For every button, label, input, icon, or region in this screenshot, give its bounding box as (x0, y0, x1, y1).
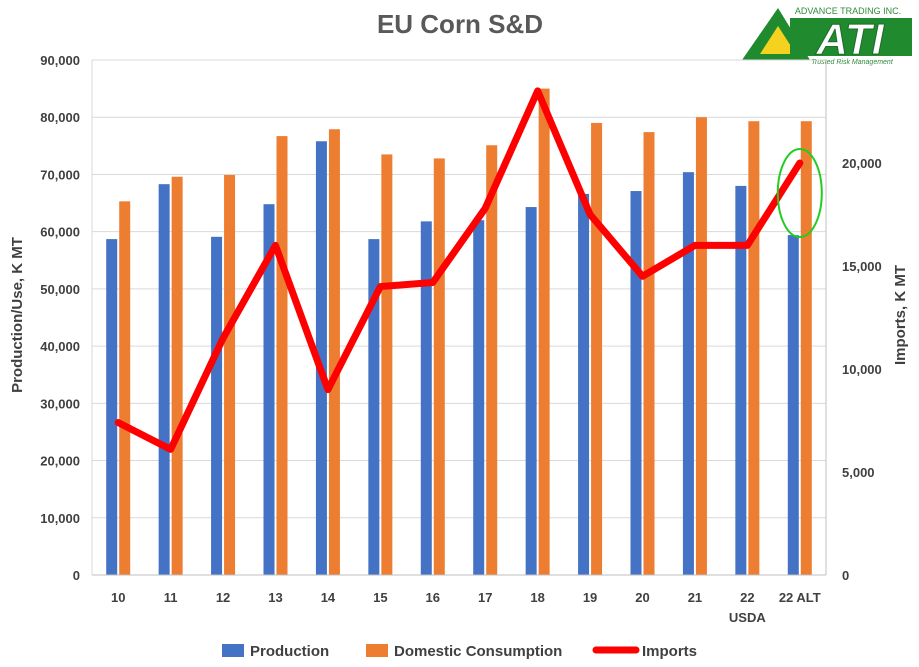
bar-domestic-consumption (538, 88, 550, 575)
bar-domestic-consumption (695, 117, 707, 575)
y-tick-label: 40,000 (40, 339, 80, 354)
bar-domestic-consumption (171, 176, 183, 575)
bar-production (525, 207, 537, 576)
y2-tick-label: 0 (842, 568, 849, 583)
bar-production (106, 239, 118, 575)
logo-inner-triangle (760, 26, 796, 54)
legend-label-domestic-consumption: Domestic Consumption (394, 643, 562, 660)
highlight-circle (776, 148, 823, 239)
x-tick-label: 18 (530, 590, 544, 605)
bar-production (315, 141, 327, 575)
x-tick-label: 17 (478, 590, 492, 605)
logo-company-name: ADVANCE TRADING INC. (795, 6, 901, 16)
x-tick-label: 11 (164, 590, 178, 605)
bar-domestic-consumption (591, 122, 603, 575)
bar-production (211, 236, 223, 576)
imports-line (114, 87, 804, 453)
bar-production (158, 184, 170, 575)
legend: Production Domestic Consumption Imports (222, 643, 697, 660)
x-tick-label: 22 (740, 590, 754, 605)
y-tick-label: 30,000 (40, 396, 80, 411)
y-tick-label: 80,000 (40, 110, 80, 125)
bar-production (263, 204, 275, 575)
y-tick-label: 90,000 (40, 53, 80, 68)
x-tick-label: 20 (635, 590, 649, 605)
gridlines (91, 59, 827, 576)
x-tick-label: 10 (111, 590, 125, 605)
y2-tick-label: 10,000 (842, 362, 882, 377)
bar-domestic-consumption (433, 158, 445, 575)
x-tick-label: 14 (321, 590, 336, 605)
bar-domestic-consumption (119, 201, 131, 576)
y2-tick-label: 15,000 (842, 259, 882, 274)
y-tick-label: 20,000 (40, 454, 80, 469)
x-tick-label: 22 ALT (779, 590, 821, 605)
bar-production (682, 172, 694, 575)
y2-axis-label: Imports, K MT (892, 265, 909, 365)
bar-domestic-consumption (381, 154, 393, 575)
chart-title: EU Corn S&D (377, 9, 543, 39)
bar-production (368, 239, 380, 575)
bar-domestic-consumption (748, 121, 760, 575)
y-axis-label: Production/Use, K MT (9, 237, 26, 393)
bars (106, 88, 812, 576)
axes: 0 10,000 20,000 30,000 40,000 50,000 60,000 70,… (40, 53, 882, 625)
x-tick-sublabel: USDA (729, 610, 766, 625)
legend-swatch-production (222, 644, 244, 657)
x-tick-label: 16 (426, 590, 440, 605)
x-tick-label: 19 (583, 590, 597, 605)
y-tick-label: 0 (73, 568, 80, 583)
bar-production (787, 235, 799, 575)
imports-series-line (114, 87, 804, 453)
y2-tick-label: 20,000 (842, 156, 882, 171)
y2-tick-label: 5,000 (842, 465, 875, 480)
y-tick-label: 70,000 (40, 167, 80, 182)
legend-swatch-domestic-consumption (366, 644, 388, 657)
bar-domestic-consumption (800, 121, 812, 575)
logo-tagline: Trusted Risk Management (811, 59, 894, 66)
bar-domestic-consumption (328, 129, 340, 575)
bar-production (735, 185, 747, 575)
x-tick-label: 15 (373, 590, 387, 605)
bar-production (578, 193, 590, 575)
legend-label-production: Production (250, 643, 329, 660)
bar-domestic-consumption (643, 132, 655, 575)
y-tick-label: 50,000 (40, 282, 80, 297)
x-tick-label: 13 (268, 590, 282, 605)
x-tick-label: 21 (688, 590, 702, 605)
bar-production (473, 220, 485, 575)
ati-logo: ADVANCE TRADING INC. ATI Trusted Risk Ma… (742, 6, 912, 66)
logo-banner (790, 18, 912, 56)
x-tick-label: 12 (216, 590, 230, 605)
bar-production (630, 191, 642, 576)
y-tick-label: 10,000 (40, 511, 80, 526)
legend-label-imports: Imports (642, 643, 697, 660)
bar-domestic-consumption (486, 145, 498, 575)
bar-production (420, 221, 432, 575)
logo-mark: ATI (815, 15, 884, 64)
bar-domestic-consumption (276, 136, 288, 575)
y-tick-label: 60,000 (40, 225, 80, 240)
bar-domestic-consumption (224, 175, 236, 575)
